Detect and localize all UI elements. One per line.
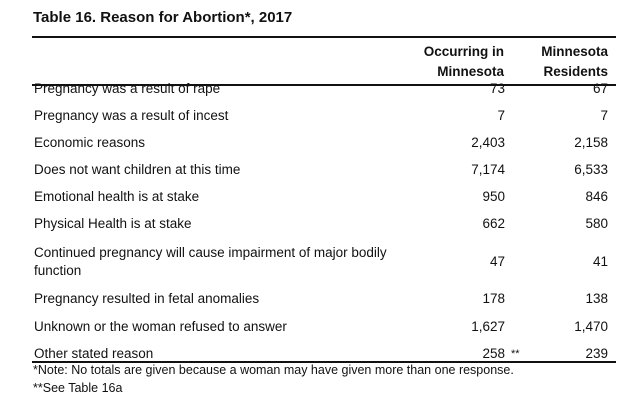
- value-occurring: 1,627: [471, 319, 505, 334]
- value-occurring: 950: [482, 189, 505, 204]
- row-label: Pregnancy resulted in fetal anomalies: [34, 291, 260, 306]
- value-occurring: 178: [482, 291, 505, 306]
- value-residents: 6,533: [574, 162, 608, 177]
- col-header-residents: Minnesota Residents: [541, 42, 608, 82]
- value-residents: 138: [585, 291, 608, 306]
- row-label: Pregnancy was a result of incest: [34, 108, 229, 123]
- value-occurring: 47: [489, 254, 505, 269]
- col-header-line: Minnesota: [541, 44, 608, 59]
- value-residents: 846: [585, 189, 608, 204]
- value-occurring: 258: [482, 346, 505, 361]
- row-label: Physical Health is at stake: [34, 216, 192, 231]
- row-label: Does not want children at this time: [34, 162, 241, 177]
- col-header-line: Occurring in: [423, 44, 504, 59]
- bottom-rule: [32, 361, 616, 363]
- row-label: Unknown or the woman refused to answer: [34, 319, 287, 334]
- value-occurring: 73: [489, 81, 505, 96]
- value-occurring: 2,403: [471, 135, 505, 150]
- value-residents: 239: [585, 346, 608, 361]
- header-rule: [32, 84, 616, 86]
- value-residents: 7: [600, 108, 608, 123]
- value-residents: 41: [592, 254, 608, 269]
- value-residents: 1,470: [574, 319, 608, 334]
- row-label: Other stated reason: [34, 346, 154, 361]
- col-header-line: Minnesota: [437, 64, 504, 79]
- value-residents: 580: [585, 216, 608, 231]
- row-label: Continued pregnancy will cause impairmen…: [34, 245, 387, 278]
- row-label: Emotional health is at stake: [34, 189, 200, 204]
- value-occurring: 7,174: [471, 162, 505, 177]
- top-rule: [32, 36, 616, 38]
- footnote: **See Table 16a: [33, 381, 123, 395]
- value-residents: 2,158: [574, 135, 608, 150]
- value-residents: 67: [592, 81, 608, 96]
- row-label: Economic reasons: [34, 135, 146, 150]
- row-label: Pregnancy was a result of rape: [34, 81, 221, 96]
- table-title: Table 16. Reason for Abortion*, 2017: [33, 9, 293, 26]
- value-occurring: 7: [497, 108, 505, 123]
- col-header-line: Residents: [543, 64, 608, 79]
- value-occurring: 662: [482, 216, 505, 231]
- footnote: *Note: No totals are given because a wom…: [33, 363, 514, 377]
- col-header-occurring: Occurring in Minnesota: [424, 42, 504, 82]
- footnote-marker: **: [511, 348, 520, 360]
